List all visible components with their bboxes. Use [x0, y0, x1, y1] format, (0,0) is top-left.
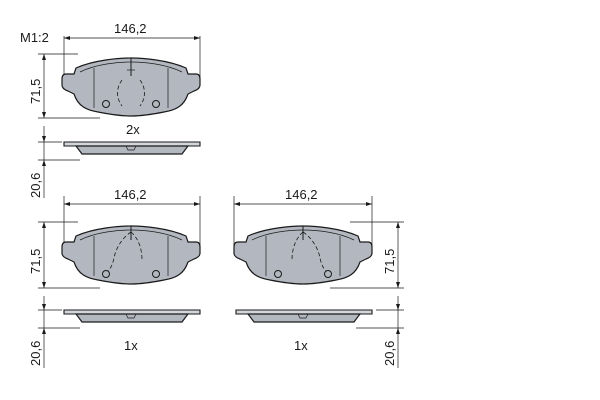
height-dimension-label: 71,5: [28, 79, 43, 104]
pad-view-bottom-right: 146,2 71,5 20,6 1x: [233, 187, 404, 368]
pad-view-top-left: 146,2 71,5 2x 20,6: [28, 21, 201, 198]
pad-view-bottom-left: 146,2 71,5 20,6 1x: [28, 187, 201, 368]
scale-label: M1:2: [20, 30, 49, 45]
height-dimension-label: 71,5: [382, 249, 397, 274]
height-dimension-label: 71,5: [28, 249, 43, 274]
width-dimension-label: 146,2: [114, 187, 147, 202]
quantity-label: 1x: [294, 338, 308, 353]
width-dimension-label: 146,2: [285, 187, 318, 202]
quantity-label: 2x: [126, 122, 140, 137]
thickness-dimension-label: 20,6: [28, 341, 43, 366]
thickness-dimension-label: 20,6: [28, 173, 43, 198]
width-dimension-label: 146,2: [114, 21, 147, 36]
quantity-label: 1x: [124, 338, 138, 353]
thickness-dimension-label: 20,6: [382, 341, 397, 366]
